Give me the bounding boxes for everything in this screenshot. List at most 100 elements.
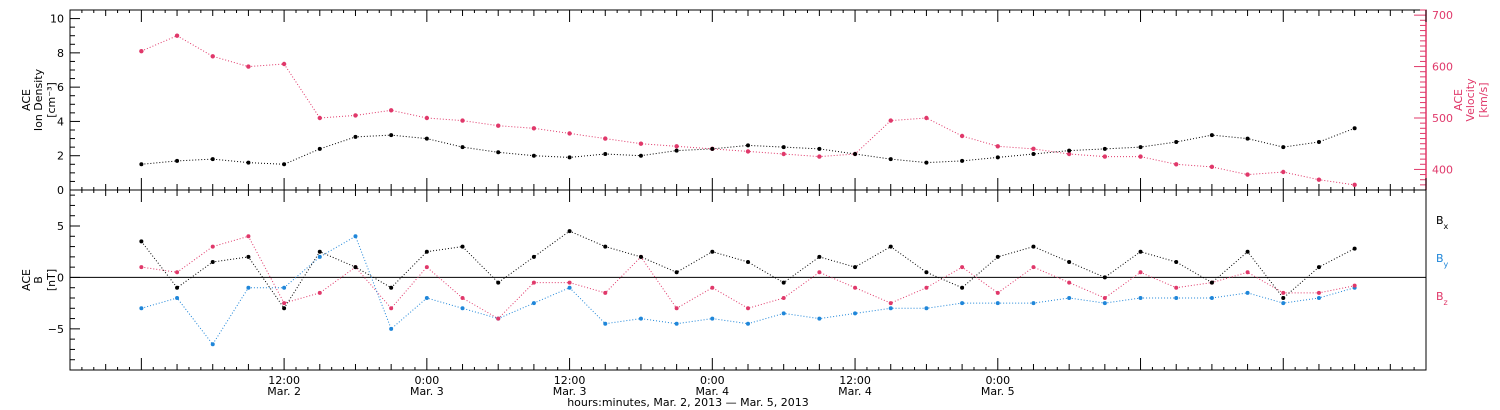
data-point-ion-density	[175, 158, 180, 163]
density-axis: 0 2 4 6 8 10	[50, 9, 80, 197]
data-point-by	[210, 342, 215, 347]
data-point-velocity	[1281, 169, 1286, 175]
density-tick-label: 0	[57, 184, 64, 197]
x-tick-label-time: 12:00	[554, 374, 586, 387]
data-point-bz	[1102, 296, 1107, 300]
data-point-velocity	[460, 118, 465, 123]
plasma-panel-frame	[69, 9, 1427, 191]
data-point-velocity	[888, 118, 893, 123]
data-point-bz	[888, 301, 893, 306]
data-point-velocity	[1066, 151, 1072, 157]
density-tick-label: 8	[57, 47, 64, 60]
plasma-panel: 0 2 4 6 8 10 400 500 600 700 ACE Ion Density [cm…	[20, 9, 1490, 197]
data-point-velocity	[139, 48, 144, 54]
data-point-ion-density	[1245, 136, 1250, 141]
data-point-velocity	[246, 64, 251, 69]
data-point-by	[781, 311, 786, 316]
data-point-velocity	[567, 131, 572, 136]
density-tick-label: 10	[50, 13, 64, 26]
data-point-velocity	[281, 61, 287, 67]
data-point-bx	[746, 260, 750, 264]
velocity-axis: 400 500 600 700	[1414, 9, 1453, 191]
velocity-tick-label: 400	[1432, 163, 1453, 176]
data-point-bx	[1067, 260, 1072, 264]
trace-by	[141, 235, 1355, 346]
x-tick-label-date: Mar. 4	[838, 385, 872, 398]
data-point-by	[960, 301, 965, 306]
data-point-by	[853, 311, 858, 316]
data-point-ion-density	[1209, 133, 1214, 138]
data-point-ion-density	[1316, 140, 1321, 144]
data-point-ion-density	[710, 146, 715, 151]
data-point-bz	[1138, 270, 1143, 275]
data-point-ion-density	[1067, 148, 1072, 153]
data-point-bx	[282, 306, 287, 311]
data-point-bx	[1352, 246, 1357, 251]
magnetic-time-ticks	[69, 190, 1427, 370]
data-point-bz	[246, 234, 251, 239]
data-point-by	[1174, 296, 1179, 300]
data-point-ion-density	[746, 143, 750, 148]
data-point-bz	[1352, 283, 1357, 288]
data-point-bz	[603, 290, 608, 295]
x-tick-label-time: 0:00	[414, 374, 439, 387]
data-point-bx	[424, 249, 429, 254]
data-point-velocity	[817, 154, 822, 159]
data-point-ion-density	[460, 145, 465, 150]
data-point-ion-density	[317, 146, 322, 151]
data-point-bx	[210, 260, 215, 264]
data-point-bz	[1031, 265, 1036, 270]
data-point-bx	[638, 254, 643, 259]
data-point-by	[888, 306, 893, 311]
x-tick-label-date: Mar. 5	[981, 385, 1015, 398]
data-point-by	[353, 234, 358, 239]
data-point-velocity	[496, 123, 501, 128]
data-point-bz	[282, 301, 287, 306]
data-point-velocity	[210, 54, 215, 59]
magnetic-data-points	[139, 229, 1357, 347]
legend-bx: Bx	[1436, 214, 1449, 231]
data-point-ion-density	[1281, 145, 1286, 150]
data-point-bz	[710, 285, 715, 290]
data-point-bz	[853, 285, 858, 290]
x-tick-label-date: Mar. 2	[267, 385, 301, 398]
data-point-bx	[781, 280, 786, 285]
data-point-by	[674, 321, 679, 326]
data-point-bx	[924, 270, 929, 275]
data-point-ion-density	[282, 162, 287, 167]
data-point-bz	[460, 296, 465, 300]
data-point-bz	[139, 265, 144, 270]
x-tick-label-time: 0:00	[700, 374, 725, 387]
data-point-velocity	[388, 108, 394, 113]
data-point-by	[531, 301, 536, 306]
data-point-bx	[603, 244, 608, 249]
data-point-velocity	[1316, 177, 1322, 182]
data-point-by	[1138, 296, 1143, 300]
data-point-bz	[567, 280, 572, 285]
magnetic-panel: −5 0 5 ACE B [nT] Bx By Bz	[20, 189, 1449, 371]
data-point-ion-density	[853, 152, 858, 156]
data-point-velocity	[174, 33, 180, 38]
data-point-ion-density	[924, 160, 929, 165]
density-axis-title-name: Ion Density	[32, 68, 45, 131]
data-point-by	[389, 326, 394, 331]
data-point-by	[603, 321, 608, 326]
data-point-bz	[781, 296, 786, 300]
data-point-bz	[531, 280, 536, 285]
data-point-ion-density	[1031, 152, 1036, 156]
velocity-axis-title-source: ACE	[1452, 89, 1465, 111]
data-point-ion-density	[960, 158, 965, 163]
data-point-velocity	[638, 141, 644, 146]
data-point-by	[638, 316, 643, 321]
data-point-bz	[496, 316, 501, 321]
data-point-by	[282, 285, 287, 290]
data-point-ion-density	[603, 152, 608, 156]
data-point-velocity	[1031, 146, 1036, 152]
legend-by: By	[1436, 252, 1449, 269]
data-point-by	[175, 296, 180, 300]
b-tick-label: −5	[48, 323, 64, 336]
trace-velocity	[141, 35, 1355, 186]
data-point-bz	[1067, 280, 1072, 285]
data-point-bx	[1138, 249, 1143, 254]
data-point-velocity	[1174, 162, 1179, 167]
